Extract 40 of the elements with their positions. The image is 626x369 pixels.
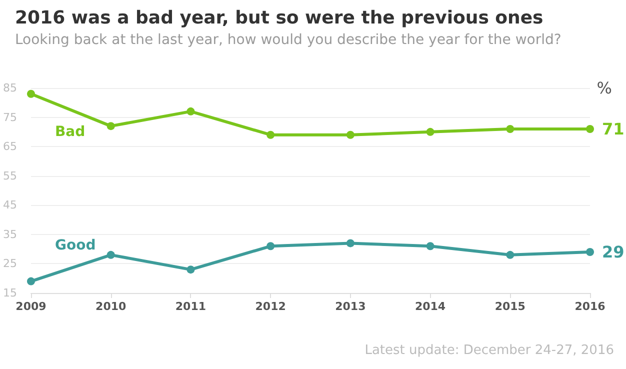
y-tick-label: 15 <box>2 286 17 300</box>
chart-title: 2016 was a bad year, but so were the previous ones <box>15 8 544 28</box>
point <box>266 130 275 139</box>
point <box>506 250 514 259</box>
x-tick-label: 2013 <box>335 300 366 313</box>
y-axis-title: % <box>596 78 612 98</box>
point <box>426 128 434 136</box>
point <box>106 122 115 130</box>
data-label: 71 <box>602 120 624 138</box>
x-tick-label: 2012 <box>255 300 286 313</box>
point <box>186 107 195 116</box>
point <box>586 248 594 256</box>
y-tick-label: 85 <box>2 82 17 94</box>
y-tick-label: 35 <box>2 228 17 241</box>
x-tick-label: 2015 <box>494 300 526 313</box>
x-tick-label: 2009 <box>16 300 46 313</box>
x-tick-label: 2016 <box>574 300 606 313</box>
x-tick-label: 2011 <box>175 300 206 313</box>
point <box>266 242 275 250</box>
point <box>106 250 115 259</box>
point <box>586 125 594 133</box>
x-tick-label: 2014 <box>414 300 446 313</box>
data-label: 29 <box>602 242 624 262</box>
y-tick-label: 25 <box>2 257 17 270</box>
text: Latest update: December 24-27, 2016 <box>364 343 614 358</box>
point <box>186 266 195 274</box>
point <box>346 239 354 248</box>
series-label: Bad <box>54 124 86 140</box>
point <box>506 125 514 133</box>
point <box>27 90 35 98</box>
point <box>346 130 354 139</box>
chart-subtitle: Looking back at the last year, how would you describe the year for the world? <box>15 32 562 48</box>
point <box>426 242 434 250</box>
y-tick-label: 45 <box>2 198 17 212</box>
x-tick-label: 2010 <box>96 300 127 313</box>
y-tick-label: 65 <box>2 140 17 154</box>
point <box>27 277 35 286</box>
y-tick-label: 55 <box>2 169 17 182</box>
series-label: Good <box>54 237 96 254</box>
y-tick-label: 75 <box>2 110 17 124</box>
